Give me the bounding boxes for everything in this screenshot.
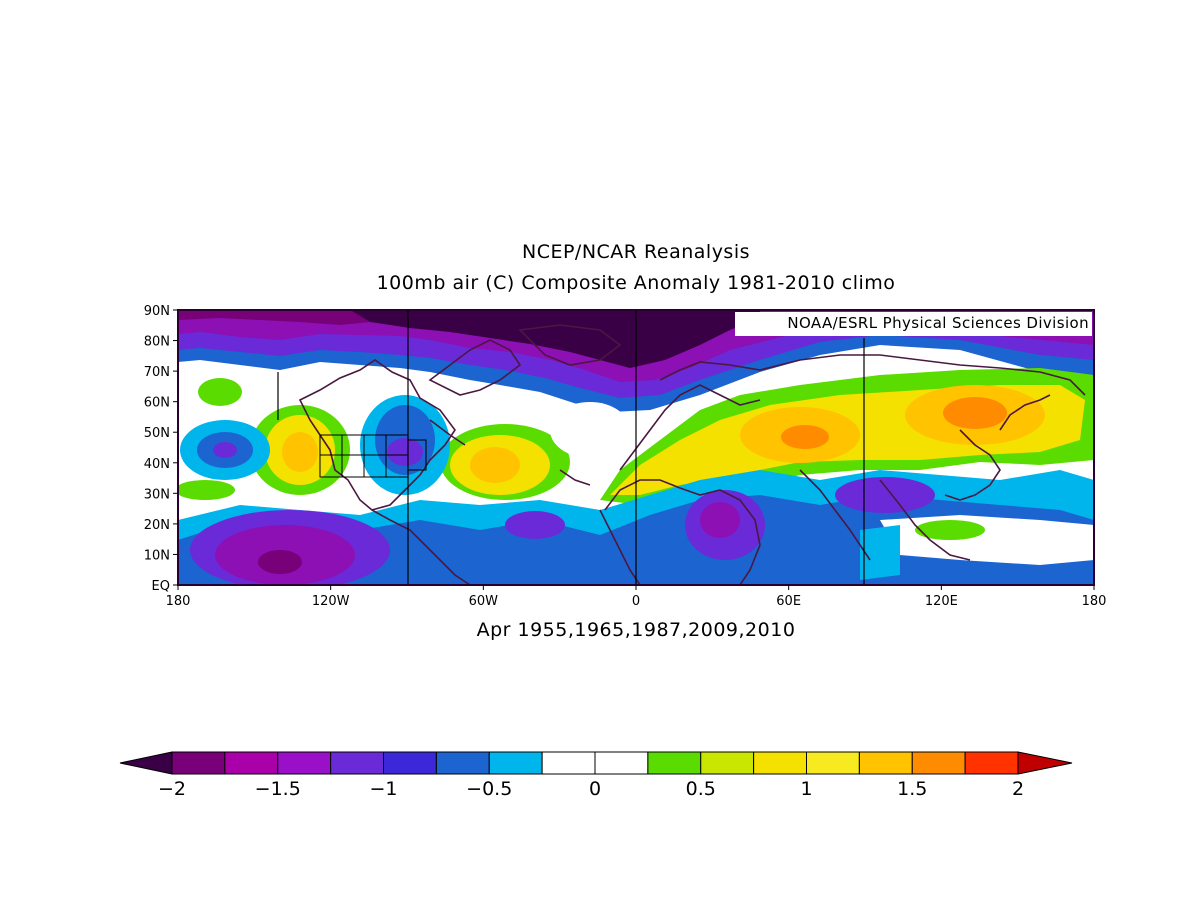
colorbar-swatch [594, 751, 649, 775]
colorbar-swatch [277, 751, 332, 775]
chart-subtitle: 100mb air (C) Composite Anomaly 1981-201… [376, 272, 896, 294]
tibet-low-violet [835, 477, 935, 513]
colorbar-swatch [488, 751, 543, 775]
pac-low-deep [258, 550, 302, 574]
pac-gold [282, 432, 318, 472]
longitude-axis: 180 120W 60W 0 60E 120E 180 [166, 585, 1107, 609]
lat-label: 10N [144, 548, 170, 563]
lon-label: 180 [166, 594, 191, 609]
lon-label: 180 [1082, 594, 1107, 609]
colorbar-label: 0.5 [686, 778, 716, 800]
colorbar-label: −1 [369, 778, 397, 800]
eurasia-orange-west [781, 425, 829, 449]
na-white [550, 402, 630, 458]
atl-low-violet [505, 511, 565, 539]
colorbar-labels: −2 −1.5 −1 −0.5 0 0.5 1 1.5 2 [158, 778, 1024, 800]
chart-title: NCEP/NCAR Reanalysis [521, 241, 751, 263]
tropics-cyan-east [860, 525, 900, 580]
colorbar-label: 0 [589, 778, 601, 800]
lat-label: 30N [144, 487, 170, 502]
colorbar-swatch [224, 751, 279, 775]
colorbar-swatch [435, 751, 490, 775]
colorbar-label: −1.5 [255, 778, 301, 800]
coastlines [298, 324, 1086, 585]
lat-label: 50N [144, 426, 170, 441]
polar-cap-west [178, 310, 370, 325]
colorbar-label: 1 [800, 778, 812, 800]
anomaly-field [178, 310, 1094, 585]
lat-label: 90N [144, 304, 170, 319]
colorbar-swatch [753, 751, 807, 775]
colorbar-swatch [806, 751, 860, 775]
npac-green-north [198, 378, 242, 406]
colorbar-label: 1.5 [897, 778, 927, 800]
lon-label: 120W [312, 594, 350, 609]
colorbar [119, 751, 1073, 775]
colorbar-label: −0.5 [466, 778, 512, 800]
colorbar-arrow-high [1017, 751, 1073, 775]
lat-label: 80N [144, 335, 170, 350]
lon-label: 60W [469, 594, 499, 609]
africa-low-purple [700, 502, 740, 538]
colorbar-swatch [911, 751, 966, 775]
colorbar-label: −2 [158, 778, 186, 800]
colorbar-swatch [171, 751, 226, 775]
eurasia-orange-east [943, 397, 1007, 429]
npac-violet [213, 442, 237, 458]
credit-box [735, 312, 1092, 336]
colorbar-swatch [330, 751, 384, 775]
lon-label: 60E [776, 594, 801, 609]
polar-cap [350, 310, 760, 368]
lat-label: 70N [144, 365, 170, 380]
colorbar-swatch [964, 751, 1019, 775]
meridian-lines [277, 310, 865, 585]
colorbar-swatch [858, 751, 913, 775]
na-violet [387, 438, 423, 466]
colorbar-swatch [541, 751, 596, 775]
lat-label: 40N [144, 457, 170, 472]
atl-gold [470, 447, 520, 483]
tropics-green-east [915, 520, 985, 540]
colorbar-swatch [383, 751, 437, 775]
composite-years-caption: Apr 1955,1965,1987,2009,2010 [476, 619, 796, 641]
colorbar-arrow-low [119, 751, 173, 775]
lat-label: 20N [144, 518, 170, 533]
lat-label: EQ [152, 579, 170, 594]
credit-text: NOAA/ESRL Physical Sciences Division [787, 314, 1089, 332]
latitude-axis: 90N 80N 70N 60N 50N 40N 30N 20N 10N EQ [144, 304, 178, 594]
npac-green-west [178, 480, 235, 500]
colorbar-swatch [647, 751, 702, 775]
lon-label: 120E [925, 594, 958, 609]
colorbar-label: 2 [1012, 778, 1024, 800]
lat-label: 60N [144, 396, 170, 411]
colorbar-swatch [700, 751, 755, 775]
lon-label: 0 [632, 594, 640, 609]
